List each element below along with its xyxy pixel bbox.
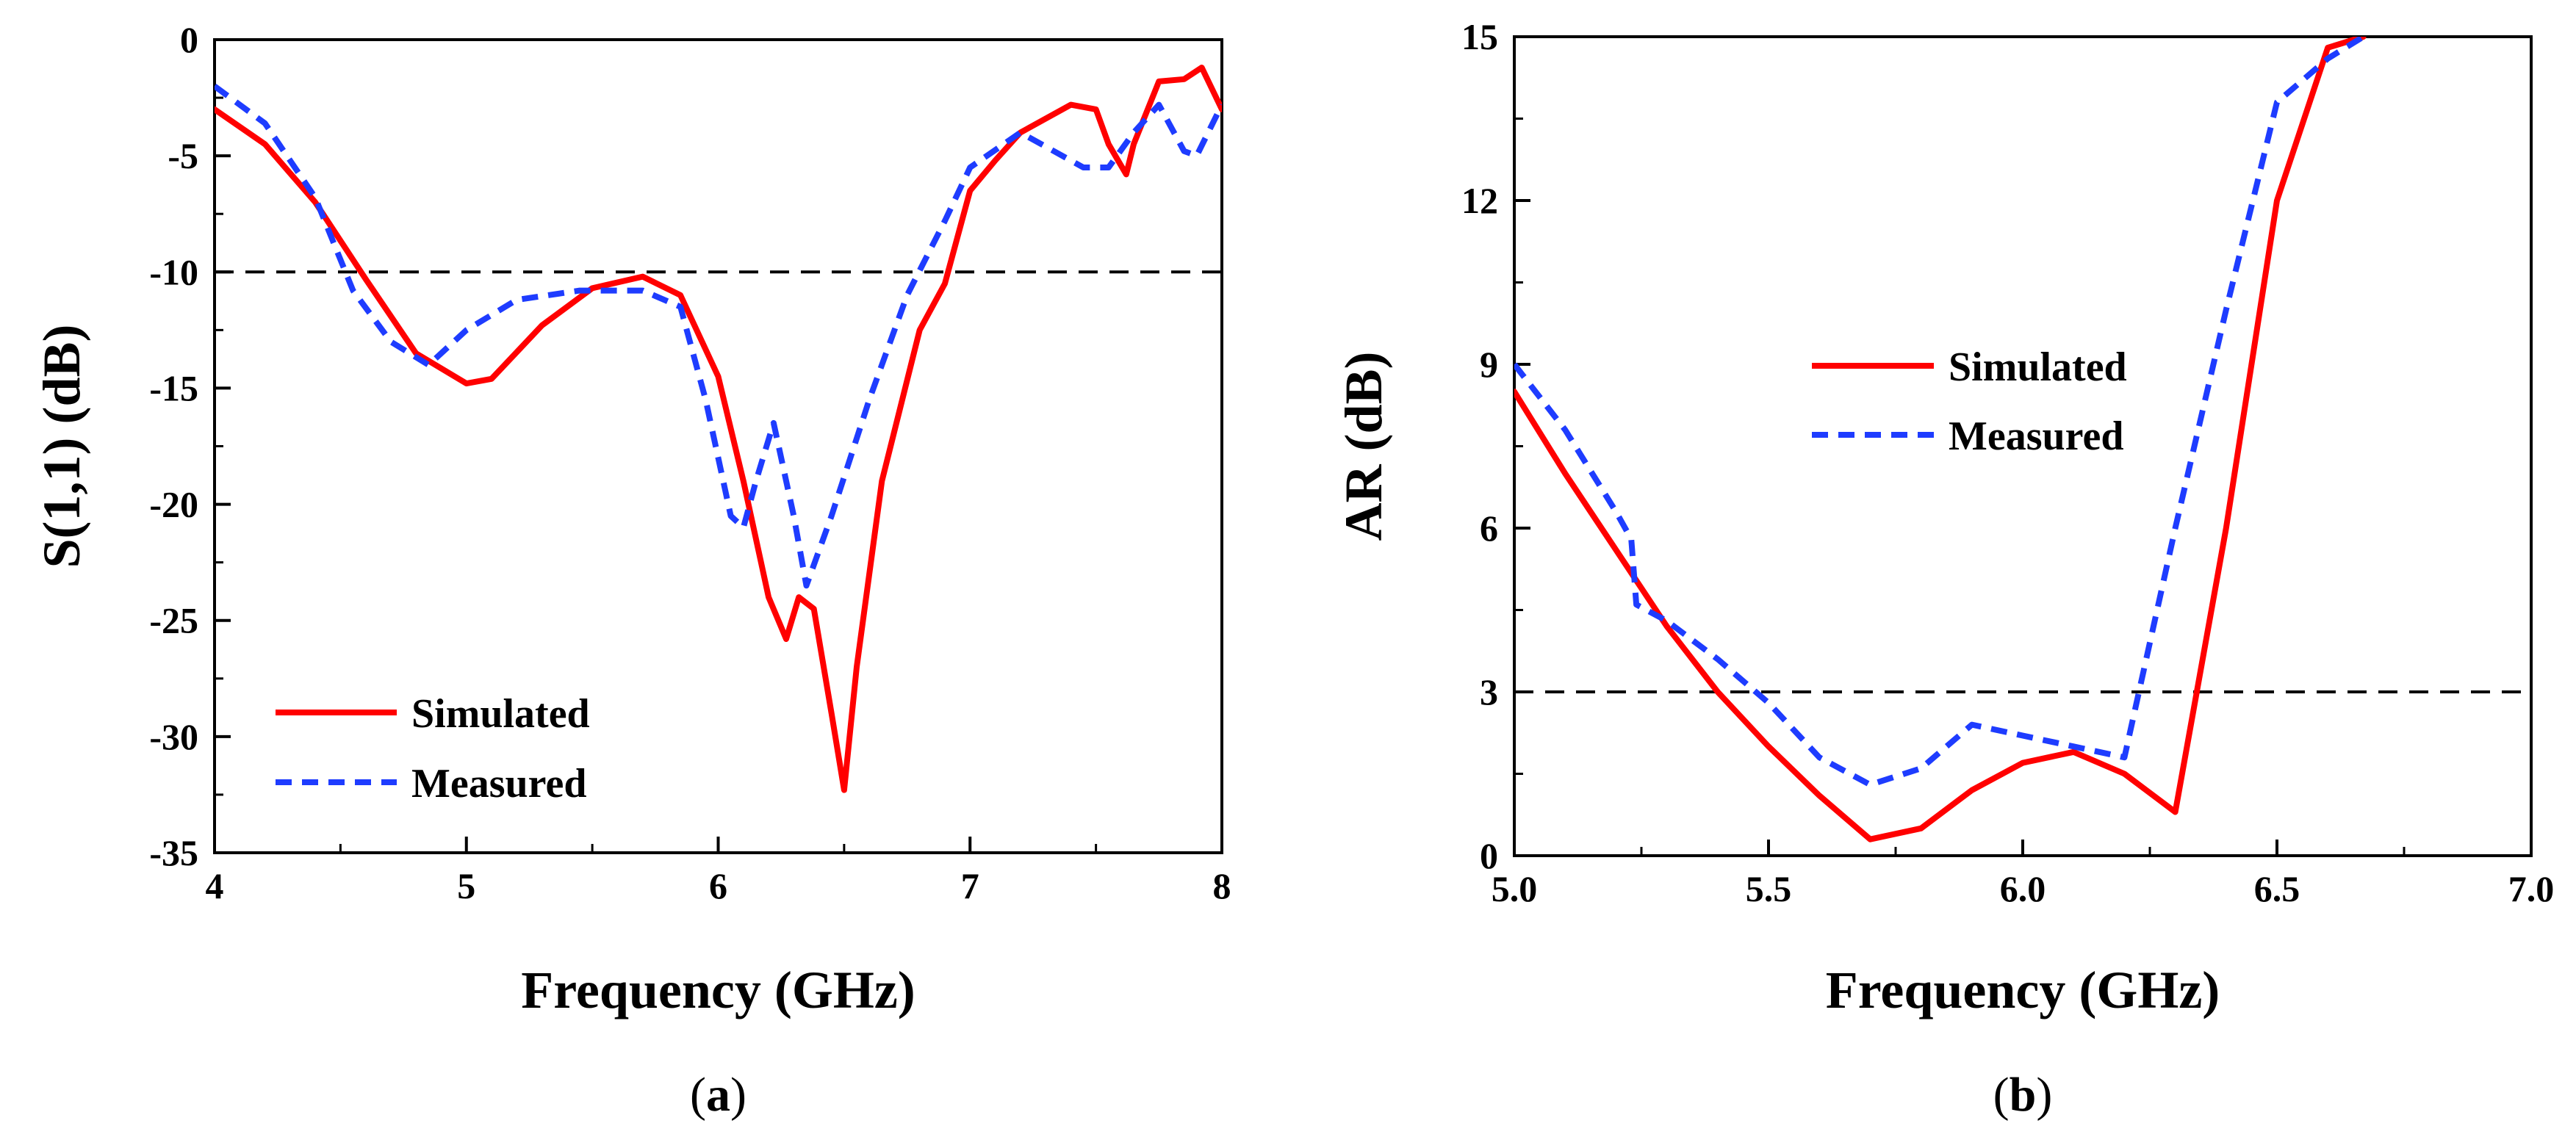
chart-a-xtick-label: 5 (457, 865, 475, 906)
chart-b-xtick-label: 5.5 (1746, 868, 1792, 909)
chart-a-ytick-label: -35 (149, 832, 198, 873)
chart-b-caption-letter: b (2010, 1068, 2037, 1122)
chart-b-xtick-label: 7.0 (2508, 868, 2555, 909)
chart-a-ytick-label: -25 (149, 600, 198, 641)
chart-a-ytick-label: -10 (149, 251, 198, 292)
chart-a-caption-letter: a (706, 1068, 730, 1122)
chart-a-ytick-label: -5 (168, 135, 198, 176)
chart-b-xtick-label: 6.5 (2254, 868, 2300, 909)
chart-a-xtick-label: 8 (1213, 865, 1231, 906)
chart-b-series-simulated-line (1514, 37, 2367, 842)
chart-a-ytick-label: -30 (149, 716, 198, 757)
chart-a-caption: (a) (690, 1068, 746, 1122)
chart-a-ytick-label: -15 (149, 367, 198, 408)
chart-a-xtick-label: 4 (206, 865, 224, 906)
chart-a-ytick-label: -20 (149, 484, 198, 525)
chart-a-caption-open: ( (690, 1068, 706, 1122)
chart-a-series-simulated-line (215, 65, 1222, 793)
chart-b-legend-label-simulated: Simulated (1949, 344, 2127, 390)
chart-a-y-axis-title: S(1,1) (dB) (32, 324, 91, 568)
chart-b-ytick-label: 9 (1480, 344, 1498, 385)
chart-b-xtick-label: 5.0 (1492, 868, 1538, 909)
chart-b-ytick-label: 3 (1480, 671, 1498, 712)
chart-b-caption-open: ( (1993, 1068, 2010, 1122)
chart-b-caption-close: ) (2036, 1068, 2052, 1122)
chart-b-ytick-label: 15 (1461, 16, 1498, 57)
chart-a-legend-label-measured: Measured (411, 761, 587, 806)
chart-a-ytick-label: 0 (180, 19, 198, 60)
chart-b-legend-label-measured: Measured (1949, 414, 2124, 459)
chart-b-ytick-label: 0 (1480, 835, 1498, 876)
chart-a-xtick-label: 7 (961, 865, 979, 906)
chart-b-axial-ratio: 5.0 5.5 6.0 6.5 7.0 0 3 6 9 12 15 Simulated Measured… (1334, 16, 2554, 1122)
chart-a-xtick-label: 6 (709, 865, 727, 906)
chart-b-xtick-label: 6.0 (2000, 868, 2046, 909)
chart-a-caption-close: ) (730, 1068, 746, 1122)
chart-a-series-measured-line (215, 84, 1222, 589)
chart-a-x-axis-title: Frequency (GHz) (521, 961, 915, 1019)
chart-a-s11: 4 5 6 7 8 0 -5 -10 -15 -20 -25 -30 -35 Simulated Measu… (32, 19, 1231, 1122)
chart-b-caption: (b) (1993, 1068, 2053, 1122)
chart-b-y-axis-title: AR (dB) (1334, 351, 1393, 541)
chart-b-x-axis-title: Frequency (GHz) (1826, 961, 2220, 1019)
chart-b-ytick-label: 6 (1480, 508, 1498, 549)
chart-a-legend-label-simulated: Simulated (411, 691, 590, 737)
chart-b-ytick-label: 12 (1461, 180, 1498, 221)
chart-b-series-measured-line (1514, 37, 2365, 788)
